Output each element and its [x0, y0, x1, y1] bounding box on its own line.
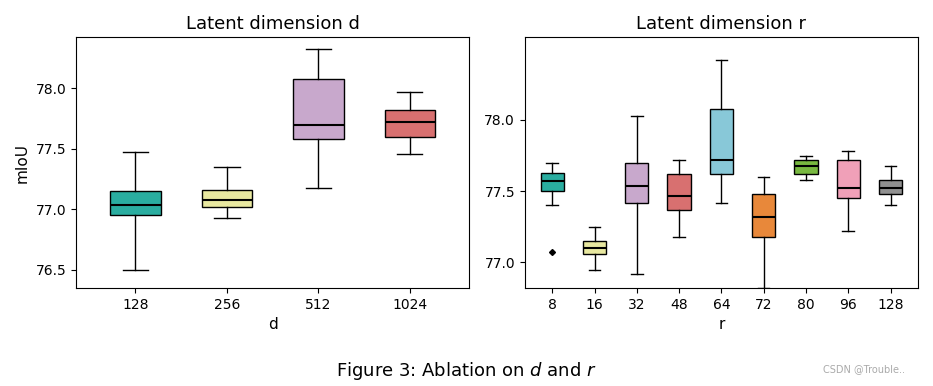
- Title: Latent dimension r: Latent dimension r: [636, 15, 806, 33]
- PathPatch shape: [710, 108, 733, 174]
- PathPatch shape: [583, 241, 606, 254]
- PathPatch shape: [879, 180, 902, 194]
- Text: CSDN @Trouble..: CSDN @Trouble..: [823, 364, 905, 374]
- PathPatch shape: [110, 191, 160, 215]
- PathPatch shape: [202, 190, 252, 207]
- PathPatch shape: [384, 110, 435, 137]
- PathPatch shape: [293, 78, 343, 139]
- X-axis label: r: r: [718, 317, 725, 332]
- PathPatch shape: [625, 163, 648, 203]
- Title: Latent dimension d: Latent dimension d: [186, 15, 359, 33]
- Y-axis label: mIoU: mIoU: [15, 143, 30, 183]
- PathPatch shape: [540, 173, 564, 191]
- Text: Figure 3: Ablation on $d$ and $r$: Figure 3: Ablation on $d$ and $r$: [336, 360, 597, 382]
- PathPatch shape: [794, 160, 817, 174]
- PathPatch shape: [667, 174, 690, 210]
- PathPatch shape: [752, 194, 775, 237]
- X-axis label: d: d: [268, 317, 277, 332]
- PathPatch shape: [837, 160, 860, 198]
